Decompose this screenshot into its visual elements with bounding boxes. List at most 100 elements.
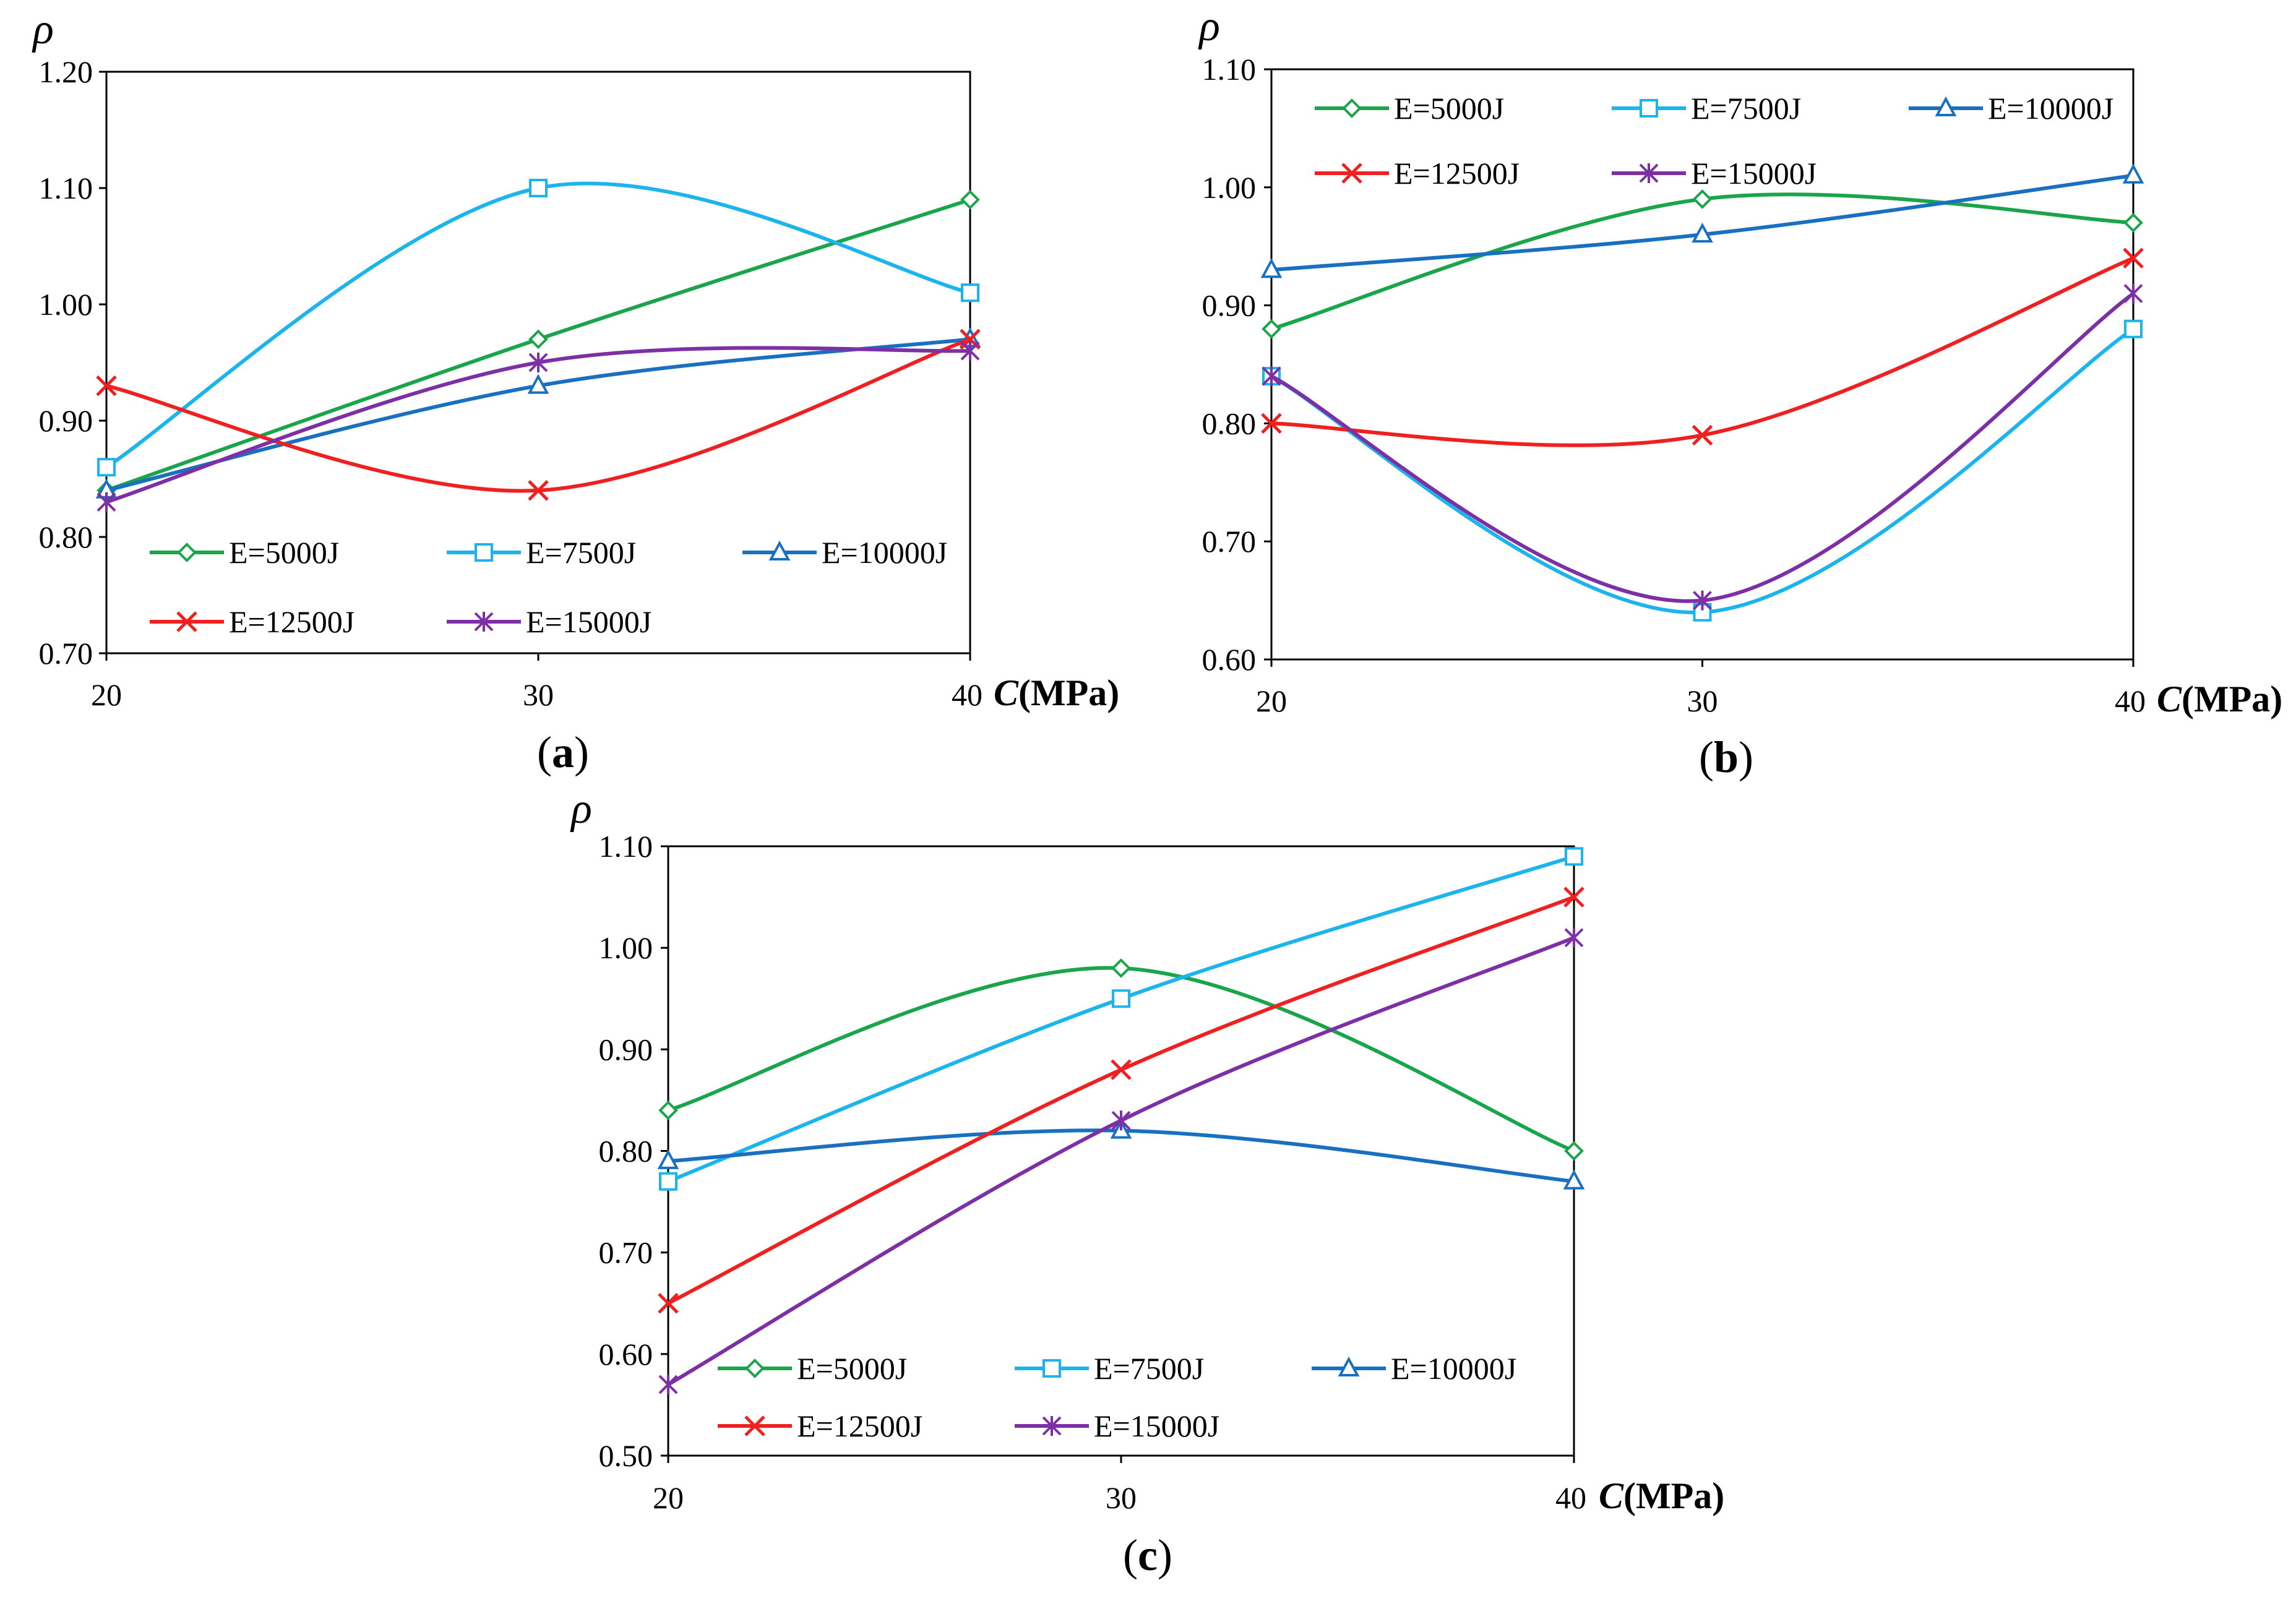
- legend-swatch-marker: [768, 540, 791, 560]
- panel-label-open: (: [1123, 1530, 1138, 1580]
- legend-entry: E=7500J: [1015, 1351, 1204, 1386]
- data-point: [960, 189, 980, 210]
- data-point: [659, 1172, 677, 1191]
- legend-label: E=15000J: [526, 604, 651, 639]
- panel-label-letter: a: [552, 728, 574, 777]
- y-tick-label: 1.20: [39, 54, 93, 89]
- legend-swatch-marker: [1042, 1416, 1062, 1436]
- legend-label: E=5000J: [797, 1351, 907, 1386]
- series-line: [105, 181, 971, 469]
- legend: E=5000J E=7500J E=10000J E=12500J E=15000J: [1315, 91, 2113, 191]
- legend-entry: E=15000J: [1015, 1409, 1219, 1443]
- y-tick-label: 0.80: [599, 1134, 653, 1169]
- legend-swatch-marker: [177, 543, 197, 562]
- y-tick-label: 0.70: [1202, 524, 1257, 559]
- data-point: [97, 458, 116, 477]
- data-point: [1693, 590, 1712, 611]
- y-tick-label: 1.00: [1202, 170, 1257, 205]
- legend-entry: E=12500J: [718, 1409, 922, 1443]
- legend-entry: E=12500J: [1315, 156, 1520, 191]
- legend-swatch-marker: [1639, 163, 1659, 183]
- y-tick-label: 1.10: [599, 829, 653, 864]
- data-point: [97, 492, 116, 512]
- y-tick-label: 0.80: [39, 520, 93, 554]
- data-point: [1692, 189, 1713, 209]
- legend-entry: E=7500J: [447, 535, 636, 570]
- y-tick-label: 0.90: [1202, 288, 1257, 323]
- data-point: [1262, 319, 1281, 339]
- series-E=5000J: [658, 958, 1584, 1161]
- legend-entry: E=10000J: [1909, 91, 2113, 126]
- y-tick-label: 0.70: [599, 1235, 653, 1270]
- data-point: [528, 480, 549, 501]
- legend-label: E=10000J: [1391, 1351, 1516, 1386]
- data-point: [658, 1375, 678, 1395]
- panel-label-letter: b: [1714, 732, 1739, 782]
- legend-label: E=5000J: [1394, 91, 1504, 126]
- x-axis-label-variable: C: [1599, 1475, 1624, 1516]
- legend-entry: E=10000J: [1312, 1351, 1516, 1386]
- x-axis-label-variable: C: [2157, 679, 2182, 719]
- data-point: [1563, 886, 1584, 908]
- legend-swatch-marker: [1342, 98, 1362, 118]
- legend-entry: E=5000J: [718, 1351, 907, 1386]
- panel-label-close: ): [574, 728, 589, 777]
- panel-label-open: (: [1699, 732, 1714, 782]
- data-point: [2122, 163, 2144, 184]
- series-E=15000J: [1262, 283, 2143, 611]
- series-E=12500J: [658, 886, 1584, 1314]
- x-tick-label: 30: [523, 677, 554, 712]
- legend-swatch-marker: [744, 1415, 765, 1436]
- legend: E=5000J E=7500J E=10000J E=12500J E=15000J: [718, 1351, 1516, 1443]
- series-E=5000J: [97, 189, 980, 500]
- x-axis-label-variable: C: [994, 672, 1019, 713]
- legend-label: E=10000J: [822, 535, 947, 570]
- y-tick-label: 0.90: [599, 1032, 653, 1067]
- legend-swatch-marker: [1043, 1359, 1061, 1378]
- series-line: [1270, 327, 2135, 614]
- data-point: [96, 375, 117, 397]
- data-point: [1692, 424, 1713, 446]
- data-point: [1112, 989, 1130, 1008]
- data-point: [657, 1149, 679, 1169]
- legend-swatch-marker: [1341, 163, 1362, 184]
- series-line: [1270, 292, 2135, 603]
- data-point: [658, 1101, 678, 1120]
- data-point: [960, 341, 980, 361]
- chart-panel-b: 0.60 0.70 0.80 0.90 1.00 1.10 20 30 40 ρ C(MPa) (b)…: [1198, 2, 2282, 782]
- data-point: [1260, 258, 1283, 278]
- legend-label: E=7500J: [526, 535, 636, 570]
- data-point: [2123, 213, 2143, 233]
- data-point: [528, 353, 548, 372]
- y-tick-label: 1.10: [39, 171, 93, 205]
- legend-entry: E=5000J: [1315, 91, 1504, 126]
- series-E=10000J: [1260, 163, 2144, 278]
- legend-label: E=5000J: [229, 535, 339, 570]
- series-E=12500J: [96, 328, 981, 501]
- data-point: [1111, 1110, 1131, 1131]
- chart-panel-a: 0.70 0.80 0.90 1.00 1.10 1.20 20 30 40 ρ C(MPa) (a)…: [32, 6, 1119, 777]
- x-tick-label: 20: [1256, 684, 1287, 718]
- legend-swatch-marker: [475, 543, 493, 562]
- x-tick-label: 40: [1555, 1480, 1586, 1515]
- series-E=12500J: [1261, 247, 2144, 447]
- y-tick-label: 0.60: [1202, 642, 1257, 677]
- x-axis-label: C(MPa): [994, 672, 1119, 713]
- legend-swatch-marker: [1338, 1356, 1360, 1376]
- legend-label: E=15000J: [1094, 1409, 1219, 1443]
- data-point: [658, 1292, 679, 1314]
- legend-entry: E=7500J: [1612, 91, 1801, 126]
- legend-swatch-marker: [1640, 99, 1658, 118]
- x-tick-label: 20: [91, 677, 122, 712]
- panel-label-close: ): [1158, 1530, 1172, 1580]
- legend-label: E=10000J: [1988, 91, 2113, 126]
- x-axis-label: C(MPa): [2157, 679, 2282, 719]
- data-point: [1261, 413, 1282, 434]
- legend-entry: E=12500J: [150, 604, 355, 639]
- data-point: [1564, 927, 1584, 948]
- y-tick-label: 0.50: [599, 1438, 653, 1473]
- y-tick-label: 1.00: [39, 287, 93, 322]
- series-E=7500J: [97, 179, 979, 477]
- series-E=15000J: [97, 341, 980, 512]
